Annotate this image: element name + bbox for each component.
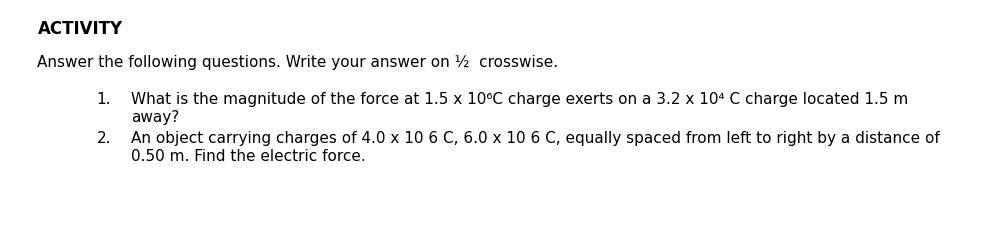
Text: What is the magnitude of the force at 1.5 x 10⁶C charge exerts on a 3.2 x 10⁴ C : What is the magnitude of the force at 1.… bbox=[131, 92, 908, 107]
Text: Answer the following questions. Write your answer on ½  crosswise.: Answer the following questions. Write yo… bbox=[37, 55, 558, 70]
Text: 2.: 2. bbox=[97, 131, 111, 146]
Text: An object carrying charges of 4.0 x 10 6 C, 6.0 x 10 6 C, equally spaced from le: An object carrying charges of 4.0 x 10 6… bbox=[131, 131, 940, 146]
Text: 1.: 1. bbox=[97, 92, 111, 107]
Text: 0.50 m. Find the electric force.: 0.50 m. Find the electric force. bbox=[131, 149, 365, 164]
Text: ACTIVITY: ACTIVITY bbox=[37, 20, 122, 38]
Text: away?: away? bbox=[131, 110, 179, 125]
